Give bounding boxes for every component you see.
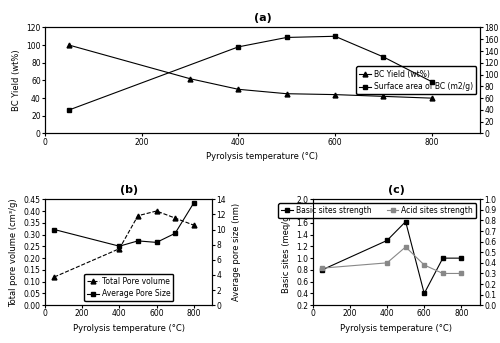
Average Pore Size bbox=[135, 239, 141, 243]
Y-axis label: Basic sites (meq/g): Basic sites (meq/g) bbox=[282, 212, 291, 293]
Total Pore volume bbox=[190, 223, 196, 227]
X-axis label: Pyrolysis temperature (°C): Pyrolysis temperature (°C) bbox=[72, 324, 184, 333]
Basic sites strength bbox=[421, 292, 427, 296]
X-axis label: Pyrolysis temperature (°C): Pyrolysis temperature (°C) bbox=[206, 152, 318, 161]
Acid sites strength bbox=[384, 261, 390, 265]
Basic sites strength bbox=[384, 238, 390, 243]
Average Pore Size bbox=[190, 201, 196, 205]
Total Pore volume bbox=[52, 275, 58, 279]
Acid sites strength bbox=[440, 271, 446, 275]
BC Yield (wt%) bbox=[187, 76, 193, 81]
Average Pore Size bbox=[172, 231, 178, 235]
Surface area of BC (m2/g) bbox=[284, 35, 290, 39]
Total Pore volume bbox=[172, 216, 178, 220]
Average Pore Size bbox=[154, 240, 160, 245]
Text: (a): (a) bbox=[254, 13, 272, 23]
Surface area of BC (m2/g) bbox=[380, 55, 386, 59]
Text: (b): (b) bbox=[120, 185, 138, 195]
Y-axis label: Total pore volume (cm³/g): Total pore volume (cm³/g) bbox=[10, 198, 18, 307]
Surface area of BC (m2/g) bbox=[66, 108, 72, 112]
Legend: Total Pore volume, Average Pore Size: Total Pore volume, Average Pore Size bbox=[84, 273, 174, 301]
BC Yield (wt%) bbox=[380, 94, 386, 98]
BC Yield (wt%) bbox=[284, 92, 290, 96]
Acid sites strength bbox=[458, 271, 464, 275]
Average Pore Size bbox=[52, 227, 58, 232]
Line: BC Yield (wt%): BC Yield (wt%) bbox=[66, 43, 434, 100]
BC Yield (wt%) bbox=[332, 93, 338, 97]
Basic sites strength bbox=[402, 220, 408, 224]
Total Pore volume bbox=[135, 214, 141, 218]
Surface area of BC (m2/g) bbox=[332, 34, 338, 38]
Average Pore Size bbox=[116, 244, 122, 248]
Total Pore volume bbox=[116, 247, 122, 251]
BC Yield (wt%) bbox=[236, 87, 242, 91]
Line: Acid sites strength: Acid sites strength bbox=[320, 245, 464, 276]
Surface area of BC (m2/g) bbox=[236, 45, 242, 49]
Acid sites strength bbox=[319, 266, 325, 270]
Basic sites strength bbox=[440, 256, 446, 260]
Y-axis label: BC Yield (wt%): BC Yield (wt%) bbox=[12, 50, 21, 111]
Legend: Basic sites strength, Acid sites strength: Basic sites strength, Acid sites strengt… bbox=[278, 203, 476, 218]
Acid sites strength bbox=[402, 245, 408, 249]
Line: Total Pore volume: Total Pore volume bbox=[52, 209, 196, 280]
Acid sites strength bbox=[421, 263, 427, 267]
Basic sites strength bbox=[458, 256, 464, 260]
Line: Basic sites strength: Basic sites strength bbox=[320, 219, 464, 296]
X-axis label: Pyrolysis temperature (°C): Pyrolysis temperature (°C) bbox=[340, 324, 452, 333]
Legend: BC Yield (wt%), Surface area of BC (m2/g): BC Yield (wt%), Surface area of BC (m2/g… bbox=[356, 67, 476, 94]
BC Yield (wt%) bbox=[428, 96, 434, 100]
Text: (c): (c) bbox=[388, 185, 405, 195]
Total Pore volume bbox=[154, 209, 160, 213]
Surface area of BC (m2/g) bbox=[428, 80, 434, 84]
BC Yield (wt%) bbox=[66, 43, 72, 47]
Line: Average Pore Size: Average Pore Size bbox=[52, 201, 196, 249]
Line: Surface area of BC (m2/g): Surface area of BC (m2/g) bbox=[66, 34, 434, 113]
Basic sites strength bbox=[319, 268, 325, 272]
Y-axis label: Average pore size (nm): Average pore size (nm) bbox=[232, 203, 240, 301]
